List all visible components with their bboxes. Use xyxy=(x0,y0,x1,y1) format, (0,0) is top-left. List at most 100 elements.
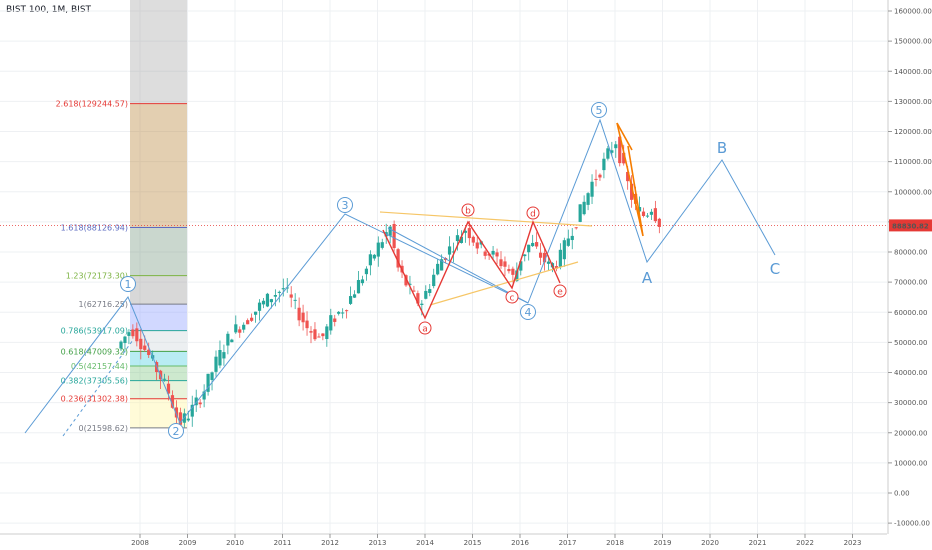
fib-level-label: 2.618(129244.57) xyxy=(56,100,128,109)
candle-body xyxy=(289,294,293,298)
candle-body xyxy=(309,331,313,333)
candle-body xyxy=(582,201,586,215)
candle-body xyxy=(305,320,309,329)
candle-body xyxy=(606,148,610,159)
candle-body xyxy=(562,240,566,260)
candle-body xyxy=(546,261,551,264)
wave-label: 2 xyxy=(173,425,180,438)
candle-body xyxy=(420,303,424,305)
candle-body xyxy=(519,261,523,271)
candle-body xyxy=(590,181,594,197)
candle-body xyxy=(313,329,317,340)
candle-body xyxy=(127,332,131,336)
time-tick-label: 2013 xyxy=(369,539,387,547)
time-tick-label: 2008 xyxy=(131,539,149,547)
candle-body xyxy=(436,263,440,275)
candle-body xyxy=(147,349,151,356)
candle-body xyxy=(226,333,230,346)
candle-body xyxy=(135,328,139,342)
candle-body xyxy=(566,238,570,246)
candle-body xyxy=(170,395,175,408)
candle-body xyxy=(475,242,479,249)
subwave-circle xyxy=(553,284,567,298)
candle-body xyxy=(194,397,198,406)
fib-band xyxy=(130,275,187,305)
candle-body xyxy=(511,268,515,275)
candle-body xyxy=(392,224,396,249)
correction-line xyxy=(616,122,633,151)
candle-body xyxy=(653,208,657,222)
elliott-wave-subwaves: a b c d e xyxy=(382,203,567,335)
time-tick-label: 2022 xyxy=(796,539,814,547)
price-tick-label: 110000.00 xyxy=(894,158,932,166)
subwave-circle xyxy=(526,206,540,220)
wave-label: B xyxy=(717,139,727,157)
candle-body xyxy=(277,291,281,293)
candle-body xyxy=(471,236,475,243)
fib-band xyxy=(130,330,187,352)
time-tick-label: 2018 xyxy=(606,539,624,547)
candle-body xyxy=(531,242,535,247)
candle-body xyxy=(230,339,234,343)
last-price-label: 88830.82 xyxy=(892,222,929,230)
candle-body xyxy=(198,402,202,405)
candle-body xyxy=(637,207,642,212)
candle-body xyxy=(491,250,495,255)
candle-body xyxy=(424,290,428,299)
time-tick-label: 2023 xyxy=(844,539,862,547)
subwave-circle xyxy=(418,321,432,335)
candle-body xyxy=(178,412,182,425)
fib-level-label: 0.5(42157.44) xyxy=(71,362,128,371)
candle-body xyxy=(337,311,341,314)
candle-body xyxy=(234,324,238,333)
candle-body xyxy=(360,279,365,284)
candle-body xyxy=(186,418,190,421)
candle-body xyxy=(380,242,384,248)
candle-body xyxy=(166,383,171,394)
candle-body xyxy=(455,235,460,242)
candle-body xyxy=(657,218,661,227)
candle-body xyxy=(507,269,511,272)
candle-body xyxy=(499,259,503,267)
price-tick-label: -10000.00 xyxy=(894,520,930,528)
candle-body xyxy=(416,293,420,304)
candle-body xyxy=(527,244,531,253)
wave-line xyxy=(387,227,529,304)
price-tick-label: 10000.00 xyxy=(894,459,927,467)
fib-level-label: 1.23(72173.30) xyxy=(66,272,128,281)
time-tick-label: 2019 xyxy=(654,539,672,547)
candle-body xyxy=(376,242,380,257)
time-tick-label: 2010 xyxy=(226,539,244,547)
candle-body xyxy=(246,320,250,325)
candle-body xyxy=(242,324,246,330)
price-tick-label: 60000.00 xyxy=(894,309,927,317)
fib-level-label: 1.618(88126.94) xyxy=(61,224,128,233)
candle-body xyxy=(618,136,622,164)
candle-body xyxy=(202,391,206,400)
candle-body xyxy=(325,326,329,340)
last-price-badge xyxy=(889,219,932,232)
candle-body xyxy=(467,228,471,239)
candle-body xyxy=(368,254,372,266)
wave-circle xyxy=(591,102,607,118)
candle-body xyxy=(329,315,333,331)
candle-body xyxy=(372,254,376,259)
candle-body xyxy=(535,242,539,247)
price-tick-label: 80000.00 xyxy=(894,249,927,257)
triangle-upper-line xyxy=(379,211,593,227)
candle-body xyxy=(321,333,325,337)
candle-body xyxy=(341,312,345,314)
fib-band xyxy=(130,103,187,228)
time-tick-label: 2009 xyxy=(179,539,197,547)
candle-body xyxy=(297,307,301,321)
candle-body xyxy=(586,193,590,205)
fib-band xyxy=(130,366,187,381)
candle-body xyxy=(412,290,416,292)
candle-body xyxy=(626,171,630,182)
candle-body xyxy=(250,317,254,321)
candle-body xyxy=(598,174,602,178)
candle-body xyxy=(123,336,127,344)
candle-body xyxy=(440,259,444,271)
wave-label: 5 xyxy=(596,104,603,117)
